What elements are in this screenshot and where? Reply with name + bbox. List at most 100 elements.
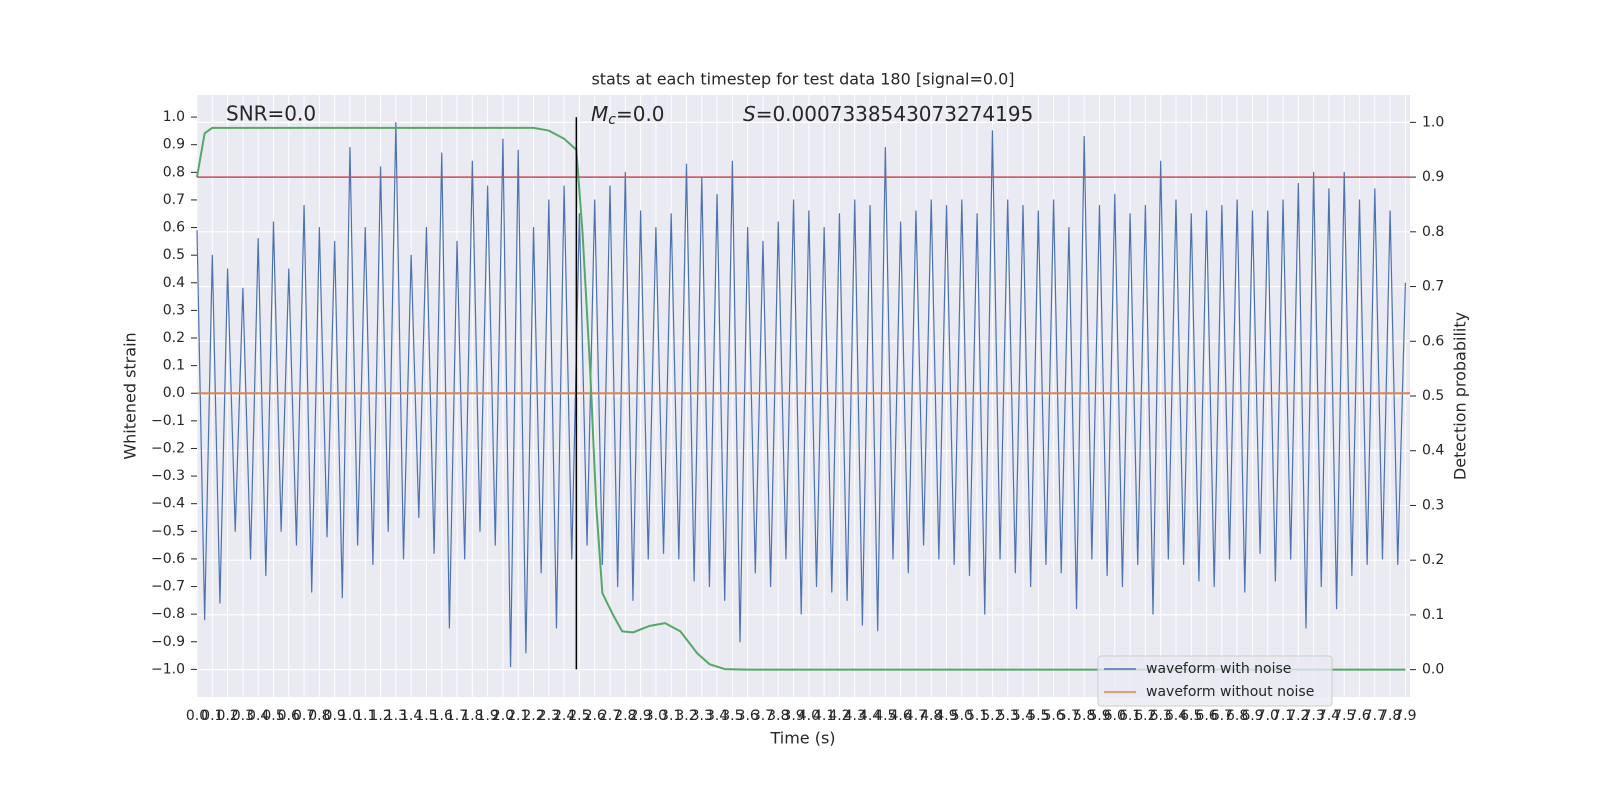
x-tick-label: 1.2 — [369, 708, 391, 724]
x-tick-label: 5.0 — [951, 708, 973, 724]
x-tick-label: 4.1 — [813, 708, 835, 724]
x-tick-label: 6.8 — [1226, 708, 1248, 724]
x-tick-label: 7.4 — [1318, 708, 1340, 724]
x-tick-label: 2.4 — [553, 708, 575, 724]
x-tick-label: 5.4 — [1012, 708, 1034, 724]
x-tick-label: 4.2 — [828, 708, 850, 724]
x-tick-label: 4.0 — [798, 708, 820, 724]
x-tick-label: 5.7 — [1058, 708, 1080, 724]
x-tick-label: 3.3 — [691, 708, 713, 724]
x-tick-label: 7.5 — [1333, 708, 1355, 724]
y-tick-label: 0.7 — [163, 192, 185, 208]
annotation: S=0.0007338543073274195 — [743, 102, 1033, 126]
y-tick-label: 0.9 — [163, 137, 185, 153]
y-tick-label: −0.4 — [151, 496, 185, 512]
annotation: SNR=0.0 — [226, 102, 316, 126]
x-tick-label: 0.4 — [247, 708, 269, 724]
y-tick-label: −0.2 — [151, 440, 185, 456]
x-tick-label: 0.0 — [186, 708, 208, 724]
x-tick-label: 6.6 — [1195, 708, 1217, 724]
x-tick-label: 1.7 — [446, 708, 468, 724]
x-tick-label: 5.3 — [997, 708, 1019, 724]
y2-tick-label: 0.4 — [1422, 443, 1444, 459]
x-tick-label: 5.2 — [981, 708, 1003, 724]
y2-tick-label: 0.9 — [1422, 169, 1444, 185]
x-tick-label: 1.5 — [415, 708, 437, 724]
annotation-subscript: c — [608, 112, 616, 128]
x-tick-label: 6.7 — [1211, 708, 1233, 724]
x-tick-label: 5.5 — [1027, 708, 1049, 724]
x-tick-label: 3.4 — [706, 708, 728, 724]
x-tick-label: 0.9 — [324, 708, 346, 724]
x-tick-label: 7.9 — [1394, 708, 1416, 724]
x-tick-label: 1.6 — [431, 708, 453, 724]
x-tick-label: 0.5 — [262, 708, 284, 724]
x-tick-label: 3.2 — [675, 708, 697, 724]
chart-title: stats at each timestep for test data 180… — [591, 70, 1014, 89]
y2-tick-label: 0.6 — [1422, 333, 1444, 349]
annotation: Mc=0.0 — [591, 102, 665, 129]
x-tick-label: 1.9 — [476, 708, 498, 724]
marks — [196, 117, 1410, 671]
y-tick-label: −0.5 — [151, 523, 185, 539]
x-tick-label: 2.7 — [599, 708, 621, 724]
x-tick-label: 3.6 — [737, 708, 759, 724]
x-tick-label: 4.5 — [874, 708, 896, 724]
x-tick-label: 0.2 — [216, 708, 238, 724]
x-tick-label: 0.8 — [308, 708, 330, 724]
y-axis-label: Whitened strain — [121, 332, 140, 459]
x-tick-label: 6.1 — [1119, 708, 1141, 724]
x-tick-label: 1.3 — [385, 708, 407, 724]
x-tick-label: 4.7 — [905, 708, 927, 724]
y-tick-label: 0.5 — [163, 247, 185, 263]
y-tick-label: −0.8 — [151, 606, 185, 622]
y-tick-label: 0.1 — [163, 358, 185, 374]
x-tick-label: 5.9 — [1088, 708, 1110, 724]
x-tick-label: 2.9 — [629, 708, 651, 724]
y2-tick-label: 0.5 — [1422, 388, 1444, 404]
x-tick-label: 3.0 — [645, 708, 667, 724]
y2-tick-label: 0.8 — [1422, 224, 1444, 240]
y-tick-label: 0.8 — [163, 164, 185, 180]
y-tick-label: −0.6 — [151, 551, 185, 567]
x-tick-label: 1.0 — [339, 708, 361, 724]
y-tick-label: 0.4 — [163, 275, 185, 291]
legend: waveform with noise waveform without nois… — [1097, 655, 1333, 707]
x-tick-label: 1.1 — [354, 708, 376, 724]
x-tick-label: 3.8 — [767, 708, 789, 724]
y-tick-label: 1.0 — [163, 109, 185, 125]
x-tick-label: 4.9 — [935, 708, 957, 724]
x-tick-label: 4.8 — [920, 708, 942, 724]
y-tick-label: −0.9 — [151, 634, 185, 650]
x-tick-label: 3.7 — [752, 708, 774, 724]
x-tick-label: 0.6 — [278, 708, 300, 724]
x-tick-label: 7.8 — [1379, 708, 1401, 724]
x-tick-label: 3.1 — [660, 708, 682, 724]
annotation-text: =0.0007338543073274195 — [756, 102, 1034, 126]
x-tick-label: 6.9 — [1241, 708, 1263, 724]
y-tick-label: −0.3 — [151, 468, 185, 484]
x-tick-label: 5.1 — [966, 708, 988, 724]
y2-axis-label: Detection probability — [1451, 312, 1470, 480]
x-tick-label: 0.7 — [293, 708, 315, 724]
y-tick-label: 0.3 — [163, 302, 185, 318]
y-tick-label: 0.0 — [163, 385, 185, 401]
legend-box — [1097, 655, 1333, 707]
x-tick-label: 7.6 — [1348, 708, 1370, 724]
x-tick-label: 0.3 — [232, 708, 254, 724]
y-tick-label: 0.2 — [163, 330, 185, 346]
x-tick-label: 2.6 — [584, 708, 606, 724]
x-tick-label: 2.2 — [522, 708, 544, 724]
y2-tick-label: 0.3 — [1422, 497, 1444, 513]
legend-label: waveform without noise — [1146, 684, 1314, 700]
x-tick-label: 7.1 — [1272, 708, 1294, 724]
annotation-symbol: S — [743, 102, 756, 126]
annotation-symbol: M — [591, 102, 608, 126]
x-tick-label: 6.4 — [1165, 708, 1187, 724]
x-tick-label: 1.8 — [461, 708, 483, 724]
y-tick-label: −0.7 — [151, 579, 185, 595]
x-tick-label: 2.0 — [492, 708, 514, 724]
x-tick-label: 0.1 — [201, 708, 223, 724]
x-tick-label: 5.6 — [1042, 708, 1064, 724]
